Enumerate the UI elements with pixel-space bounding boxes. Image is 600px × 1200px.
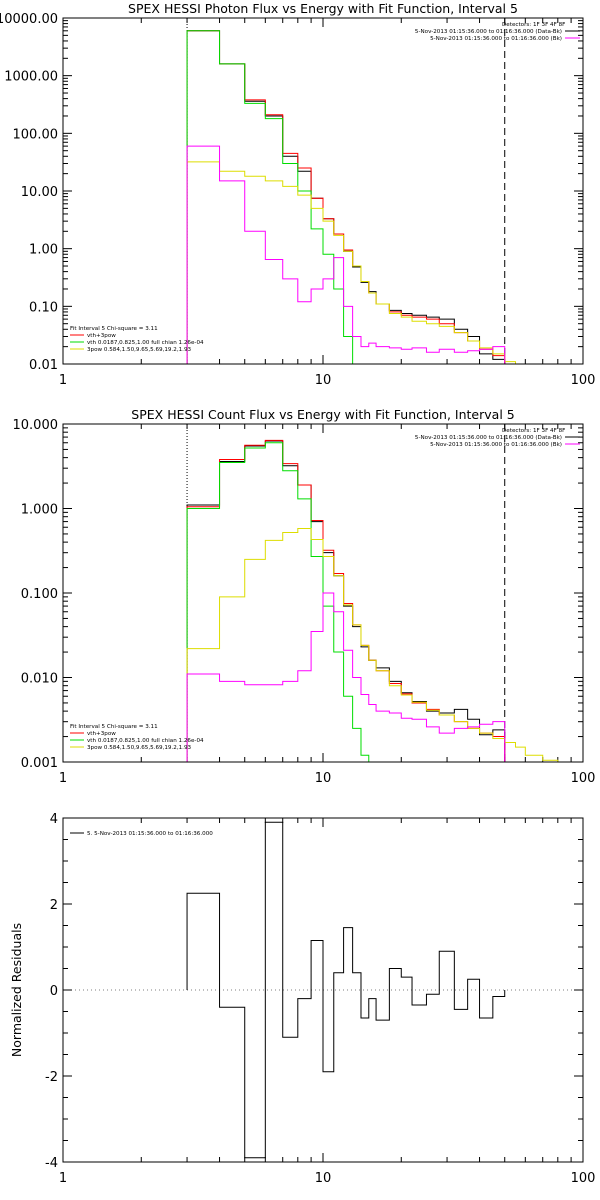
x-tick-label: 1 — [59, 1171, 67, 1186]
x-tick-label: 1 — [59, 771, 67, 786]
y-tick-label: 0.10 — [29, 300, 58, 315]
x-tick-label: 10 — [315, 373, 332, 388]
legend-entry: vth 0.0187,0.825,1.00 full chian 1.26e-0… — [87, 340, 204, 346]
x-tick-label: 10 — [315, 1171, 332, 1186]
series-background-line — [186, 145, 506, 364]
legend-entry: 5-Nov-2013 01:15:36.000 to 01:16:36.000 … — [415, 435, 562, 441]
plot-frame — [62, 423, 584, 763]
series-group — [186, 30, 526, 364]
series-data-line — [186, 30, 506, 364]
series-data-line — [186, 440, 506, 762]
series-group — [186, 439, 572, 762]
plot-frame — [62, 17, 584, 365]
y-tick-label: -2 — [45, 1070, 58, 1085]
legend-header: Detectors: 1F 3F 4F 8F — [502, 22, 565, 28]
legend-right: Detectors: 1F 3F 4F 8F5-Nov-2013 01:15:3… — [415, 22, 580, 42]
chart-panel-3: Normalized Residuals 1 10 100 -4 -2 0 2 4 5. 5-No… — [9, 812, 595, 1186]
legend-entry: 5-Nov-2013 01:15:36.000 to 01:16:36.000 … — [430, 36, 562, 42]
legend-entry: 3pow 0.584,1.50,9.65,5.69,19.2,1.93 — [87, 745, 192, 751]
series-powerlaw-line — [186, 161, 526, 364]
axis-ticks — [63, 18, 583, 364]
chart-title: SPEX HESSI Count Flux vs Energy with Fit… — [131, 407, 514, 422]
y-tick-label: 1.000 — [21, 503, 58, 518]
series-residuals-line — [186, 821, 506, 1159]
series-powerlaw-line — [186, 527, 572, 762]
chart-panel-2: SPEX HESSI Count Flux vs Energy with Fit… — [13, 407, 596, 786]
legend-header: Fit Interval 5 Chi-square = 3.11 — [70, 724, 158, 730]
y-tick-label: 0.001 — [21, 756, 58, 771]
y-axis-label: Normalized Residuals — [9, 923, 24, 1057]
y-tick-label: 0 — [50, 984, 58, 999]
x-tick-label: 1 — [59, 373, 67, 388]
plot-frame — [62, 817, 584, 1163]
legend-left: Fit Interval 5 Chi-square = 3.11vth+3pow… — [70, 326, 204, 353]
legend-entry: 5-Nov-2013 01:15:36.000 to 01:16:36.000 … — [415, 29, 562, 35]
legend-header: Fit Interval 5 Chi-square = 3.11 — [70, 326, 158, 332]
series-group — [186, 821, 506, 1159]
legend-entry: 5. 5-Nov-2013 01:15:36.000 to 01:16:36.0… — [87, 831, 213, 837]
legend-entry: vth 0.0187,0.825,1.00 full chian 1.26e-0… — [87, 738, 204, 744]
y-tick-label: 4 — [50, 812, 58, 827]
legend-right: Detectors: 1F 3F 4F 8F5-Nov-2013 01:15:3… — [415, 428, 580, 448]
series-background-line — [186, 592, 506, 762]
x-tick-label: 100 — [571, 1171, 596, 1186]
chart-title: SPEX HESSI Photon Flux vs Energy with Fi… — [128, 1, 518, 16]
series-total-line — [186, 439, 506, 762]
series-total-line — [186, 30, 506, 364]
y-tick-label: 1000.00 — [4, 70, 58, 85]
series-vth-line — [186, 442, 370, 762]
x-tick-label: 100 — [571, 373, 596, 388]
axis-ticks — [63, 818, 583, 1162]
y-tick-label: 0.100 — [21, 587, 58, 602]
y-tick-label: -4 — [45, 1156, 58, 1171]
y-tick-label: 100.00 — [13, 127, 59, 142]
y-tick-label: 0.010 — [21, 672, 58, 687]
chart-panel-1: SPEX HESSI Photon Flux vs Energy with Fi… — [0, 1, 595, 388]
series-vth-line — [186, 30, 361, 364]
legend-entry: 5-Nov-2013 01:15:36.000 to 01:16:36.000 … — [430, 442, 562, 448]
legend-entry: vth+3pow — [87, 333, 116, 339]
legend-entry: vth+3pow — [87, 731, 116, 737]
y-tick-label: 1.00 — [29, 243, 58, 258]
y-tick-label: 10.00 — [21, 185, 58, 200]
x-tick-label: 10 — [315, 771, 332, 786]
legend-left: 5. 5-Nov-2013 01:15:36.000 to 01:16:36.0… — [70, 831, 213, 837]
y-tick-label: 10000.00 — [0, 12, 58, 27]
legend-left: Fit Interval 5 Chi-square = 3.11vth+3pow… — [70, 724, 204, 751]
legend-entry: 3pow 0.584,1.50,9.65,5.69,19.2,1.93 — [87, 347, 192, 353]
x-tick-label: 100 — [571, 771, 596, 786]
legend-header: Detectors: 1F 3F 4F 8F — [502, 428, 565, 434]
y-tick-label: 10.000 — [13, 418, 59, 433]
y-tick-label: 0.01 — [29, 358, 58, 373]
y-tick-label: 2 — [50, 898, 58, 913]
